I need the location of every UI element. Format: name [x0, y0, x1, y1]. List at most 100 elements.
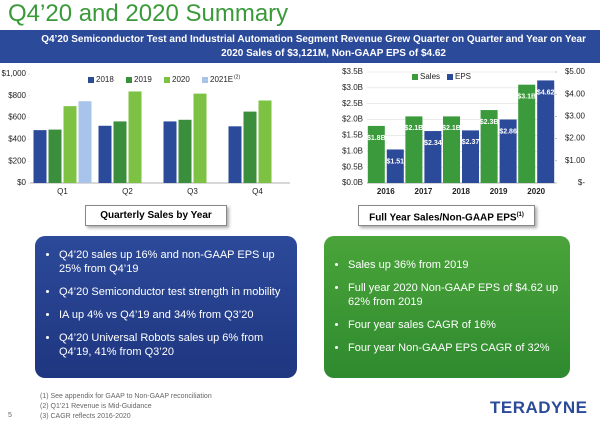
legend-swatch — [88, 77, 94, 83]
bar — [113, 121, 127, 183]
legend-swatch — [126, 77, 132, 83]
bullet: Full year 2020 Non-GAAP EPS of $4.62 up … — [348, 281, 560, 309]
bar — [193, 93, 207, 183]
x-tick-label: Q1 — [57, 187, 68, 196]
value-label: $2.1B — [405, 125, 424, 132]
y-tick-label: $800 — [8, 91, 26, 100]
chart-caption: Full Year Sales/Non-GAAP EPS(1) — [358, 205, 535, 226]
summary-box: Q4’20 sales up 16% and non-GAAP EPS up 2… — [35, 236, 297, 378]
bar — [462, 130, 479, 183]
bullet: Q4’20 Semiconductor test strength in mob… — [59, 285, 287, 299]
legend-swatch — [447, 74, 453, 80]
caption-note: (1) — [516, 212, 524, 218]
legend-note: (2) — [234, 74, 240, 80]
bar — [128, 91, 142, 183]
bar — [518, 84, 536, 183]
legend-label: Sales — [420, 72, 440, 81]
bar — [480, 110, 498, 183]
legend-label: 2018 — [96, 75, 114, 84]
bar — [63, 106, 77, 183]
bar — [243, 111, 257, 183]
y-tick-label: $400 — [8, 135, 26, 144]
bar — [78, 101, 92, 183]
y2-tick-label: $4.00 — [565, 89, 586, 98]
y-tick-label: $600 — [8, 113, 26, 122]
banner-line: 2020 Sales of $3,121M, Non-GAAP EPS of $… — [221, 48, 446, 59]
bullet: Q4’20 sales up 16% and non-GAAP EPS up 2… — [59, 248, 287, 276]
bar — [33, 130, 47, 183]
x-tick-label: 2018 — [452, 187, 470, 196]
bullet-list: Q4’20 sales up 16% and non-GAAP EPS up 2… — [35, 248, 287, 359]
value-label: $2.37 — [462, 139, 480, 146]
chart-caption: Quarterly Sales by Year — [85, 205, 227, 226]
x-tick-label: 2016 — [377, 187, 395, 196]
bullet: Q4’20 Universal Robots sales up 6% from … — [59, 331, 287, 359]
y2-tick-label: $1.00 — [565, 156, 586, 165]
page-number: 5 — [8, 412, 12, 419]
y-tick-label: $1,000 — [2, 69, 27, 78]
bar — [537, 80, 555, 183]
y-tick-label: $3.0B — [342, 83, 363, 92]
bar — [48, 129, 62, 183]
y-tick-label: $2.5B — [342, 99, 363, 108]
caption-text: Quarterly Sales by Year — [100, 210, 212, 221]
y-tick-label: $200 — [8, 156, 26, 165]
value-label: $3.1B — [517, 94, 536, 101]
footnote: (3) CAGR reflects 2016-2020 — [40, 413, 131, 420]
x-tick-label: 2020 — [527, 187, 545, 196]
bullet: Sales up 36% from 2019 — [348, 258, 560, 272]
banner-line: Q4’20 Semiconductor Test and Industrial … — [41, 34, 586, 45]
banner: Q4’20 Semiconductor Test and Industrial … — [0, 30, 600, 63]
legend-swatch — [164, 77, 170, 83]
y-tick-label: $3.5B — [342, 67, 363, 76]
legend-label: 2021E — [210, 75, 233, 84]
bar — [424, 131, 442, 183]
y-tick-label: $0.0B — [342, 178, 363, 187]
bar — [228, 126, 242, 183]
y2-tick-label: $2.00 — [565, 134, 586, 143]
bullet: Four year Non-GAAP EPS CAGR of 32% — [348, 341, 560, 355]
legend-label: 2019 — [134, 75, 152, 84]
bullet-list: Sales up 36% from 2019 Full year 2020 Non… — [324, 258, 560, 355]
bullet: Four year sales CAGR of 16% — [348, 318, 560, 332]
bar — [499, 119, 517, 183]
legend-swatch — [412, 74, 418, 80]
y2-tick-label: $3.00 — [565, 112, 586, 121]
y2-tick-label: $- — [578, 178, 585, 187]
caption-text: Full Year Sales/Non-GAAP EPS — [369, 212, 517, 224]
bar — [163, 121, 177, 183]
footnote: (2) Q1’21 Revenue is Mid-Guidance — [40, 403, 152, 410]
value-label: $1.8B — [367, 135, 386, 142]
legend-label: EPS — [455, 72, 471, 81]
x-tick-label: 2017 — [415, 187, 433, 196]
x-tick-label: 2019 — [490, 187, 508, 196]
summary-box: Sales up 36% from 2019 Full year 2020 Non… — [324, 236, 570, 378]
logo: TERADYNE — [490, 398, 588, 417]
bar — [178, 119, 192, 183]
x-tick-label: Q2 — [122, 187, 133, 196]
legend-swatch — [202, 77, 208, 83]
y-tick-label: $0 — [17, 178, 26, 187]
value-label: $4.62 — [537, 89, 555, 96]
bar — [258, 100, 272, 183]
y-tick-label: $0.5B — [342, 162, 363, 171]
bar — [443, 116, 460, 183]
x-tick-label: Q3 — [187, 187, 198, 196]
slide-title: Q4’20 and 2020 Summary — [8, 0, 289, 27]
bar — [367, 125, 385, 183]
x-tick-label: Q4 — [252, 187, 263, 196]
footnote: (1) See appendix for GAAP to Non-GAAP re… — [40, 393, 212, 400]
y2-tick-label: $5.00 — [565, 67, 586, 76]
bullet: IA up 4% vs Q4’19 and 34% from Q3’20 — [59, 308, 287, 322]
y-tick-label: $1.5B — [342, 131, 363, 140]
value-label: $2.3B — [480, 119, 499, 126]
footnotes: (1) See appendix for GAAP to Non-GAAP re… — [40, 392, 212, 422]
value-label: $1.51 — [387, 158, 405, 165]
y-tick-label: $1.0B — [342, 146, 363, 155]
bar — [386, 149, 404, 183]
value-label: $2.34 — [424, 140, 442, 147]
y-tick-label: $2.0B — [342, 115, 363, 124]
bar — [98, 125, 112, 183]
